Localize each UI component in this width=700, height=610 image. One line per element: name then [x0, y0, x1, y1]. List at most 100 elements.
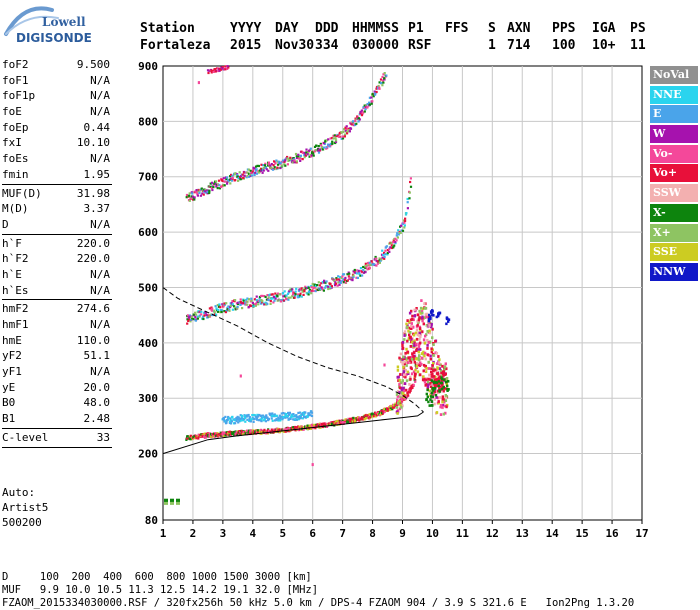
echo-dot [257, 303, 260, 306]
echo-dot [331, 136, 334, 140]
echo-dot [311, 463, 314, 467]
echo-dot [235, 416, 238, 420]
echo-dot [425, 312, 428, 316]
echo-dot [317, 149, 320, 152]
echo-dot [356, 418, 359, 421]
echo-dot [407, 372, 410, 375]
echo-dot [203, 311, 206, 314]
echo-dot [430, 347, 433, 351]
echo-dot [271, 293, 274, 296]
echo-dot [357, 117, 360, 120]
echo-dot [394, 402, 397, 406]
echo-dot [249, 173, 252, 176]
echo-dot [432, 354, 435, 357]
echo-dot [213, 309, 216, 312]
echo-dot [261, 294, 264, 297]
echo-dot [222, 418, 225, 421]
param-label: B1 [2, 412, 16, 426]
echo-dot [320, 146, 323, 149]
echo-dot [221, 303, 224, 306]
echo-dot [257, 164, 260, 168]
echo-dot [437, 312, 441, 316]
param-value: 48.0 [83, 396, 111, 410]
echo-dot [267, 163, 271, 166]
echo-dot [378, 257, 381, 260]
echo-dot [273, 166, 276, 169]
echo-dot [444, 395, 447, 399]
echo-dot [419, 348, 422, 351]
echo-dot [423, 316, 427, 319]
echo-dot [398, 381, 402, 385]
echo-dot [221, 179, 224, 182]
echo-dot [267, 417, 270, 420]
echo-dot [286, 163, 289, 166]
echo-dot [366, 264, 369, 267]
echo-dot [209, 435, 213, 438]
echo-dot [418, 316, 421, 319]
echo-dot [305, 286, 308, 290]
param-label: foF1p [2, 89, 36, 103]
echo-dot [446, 389, 449, 392]
echo-dot [419, 335, 422, 339]
echo-dot [444, 394, 447, 397]
echo-dot [211, 181, 214, 184]
x-tick-label: 6 [309, 527, 316, 540]
param-row: MUF(D) 31.98 [2, 186, 112, 202]
echo-dot [229, 417, 232, 420]
echo-dot [248, 298, 251, 301]
echo-dot [353, 419, 356, 423]
echo-dot [320, 282, 323, 285]
echo-dot [286, 416, 289, 419]
echo-dot [346, 130, 350, 133]
echo-dot [261, 414, 265, 417]
echo-dot [259, 414, 263, 417]
echo-dot [217, 179, 221, 182]
echo-dot [421, 378, 425, 382]
echo-dot [403, 338, 406, 341]
param-label: h`F2 [2, 252, 29, 266]
echo-dot [286, 427, 289, 431]
echo-dot [318, 284, 321, 287]
echo-dot [307, 414, 310, 417]
echo-dot [273, 428, 276, 431]
echo-dot [435, 382, 438, 386]
echo-dot [262, 166, 265, 170]
echo-dot [246, 175, 249, 178]
echo-dot [415, 328, 419, 332]
echo-dot [424, 383, 427, 387]
echo-dot [380, 258, 383, 261]
echo-dot [210, 313, 214, 317]
param-row: B1 2.48 [2, 411, 112, 427]
echo-dot [211, 307, 214, 310]
echo-dot [352, 121, 355, 124]
echo-dot [186, 314, 189, 317]
echo-dot [201, 192, 204, 195]
echo-dot [431, 372, 434, 376]
echo-dot [248, 417, 251, 420]
echo-dot [412, 333, 416, 337]
param-value: 10.10 [76, 136, 110, 150]
echo-dot [382, 81, 385, 84]
echo-dot [286, 292, 290, 295]
echo-dot [287, 411, 290, 414]
echo-dot [242, 299, 245, 302]
echo-dot [292, 157, 295, 160]
station-header: Station YYYY DAY DDD HHMMSS P1 FFS S AXN PPS IGA PS… [140, 20, 660, 56]
echo-dot [395, 393, 399, 396]
echo-dot [331, 140, 334, 143]
echo-dot [241, 432, 245, 436]
echo-dot [437, 384, 440, 388]
param-row: hmE 110.0 [2, 333, 112, 349]
echo-dot [375, 264, 378, 267]
echo-dot [220, 309, 223, 312]
echo-dot [436, 378, 439, 381]
echo-dot [349, 277, 352, 280]
x-tick-label: 9 [399, 527, 406, 540]
echo-dot [308, 155, 311, 158]
echo-dot [261, 300, 264, 303]
echo-dot [239, 414, 242, 417]
echo-dot [228, 420, 231, 423]
param-label: fmin [2, 167, 29, 181]
echo-dot [357, 120, 360, 123]
echo-dot [352, 270, 355, 273]
